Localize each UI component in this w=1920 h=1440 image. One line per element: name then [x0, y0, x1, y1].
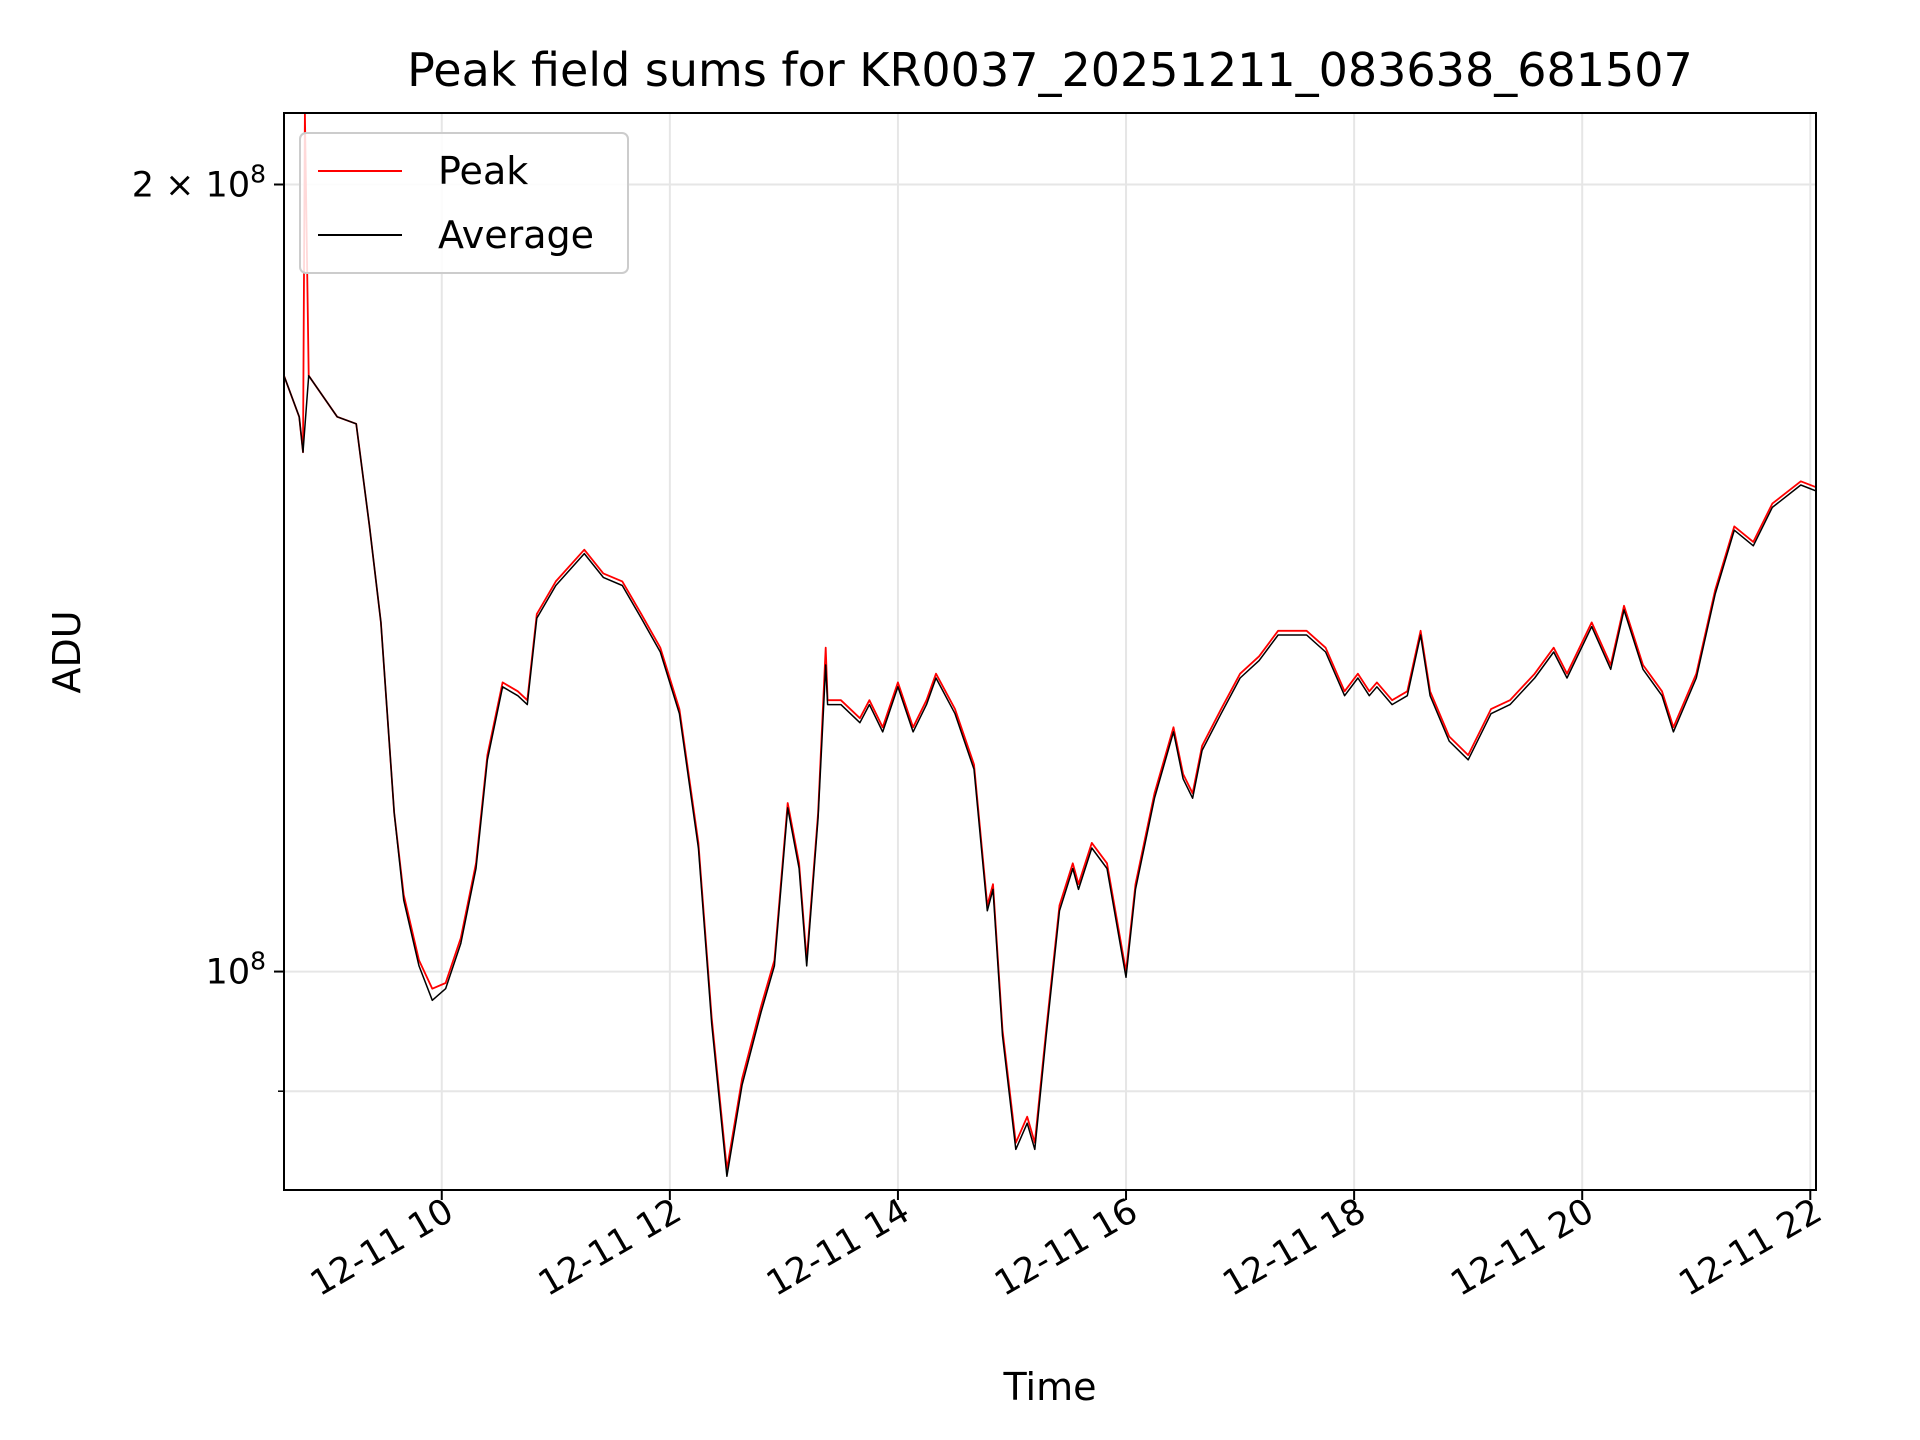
y-tick-base: 10 [206, 166, 251, 206]
y-tick-multiplier: 2 × [132, 166, 206, 206]
legend: Peak Average [299, 132, 629, 274]
y-tick-label: 108 [206, 947, 266, 993]
legend-label: Average [438, 213, 594, 257]
legend-label: Peak [438, 149, 528, 193]
y-tick-exponent: 8 [250, 160, 266, 189]
y-tick-exponent: 8 [250, 947, 266, 976]
y-tick-label: 2 × 108 [132, 160, 266, 206]
axes-frame [283, 112, 1817, 1191]
plot-area [284, 113, 1816, 1178]
legend-box [299, 132, 629, 274]
series-line-average [284, 374, 1816, 1178]
grid-lines [284, 113, 1816, 1190]
chart-title: Peak field sums for KR0037_20251211_0836… [407, 43, 1693, 97]
x-axis-title: Time [1003, 1365, 1097, 1409]
y-tick-base: 10 [206, 953, 251, 993]
y-axis-title: ADU [45, 610, 89, 693]
